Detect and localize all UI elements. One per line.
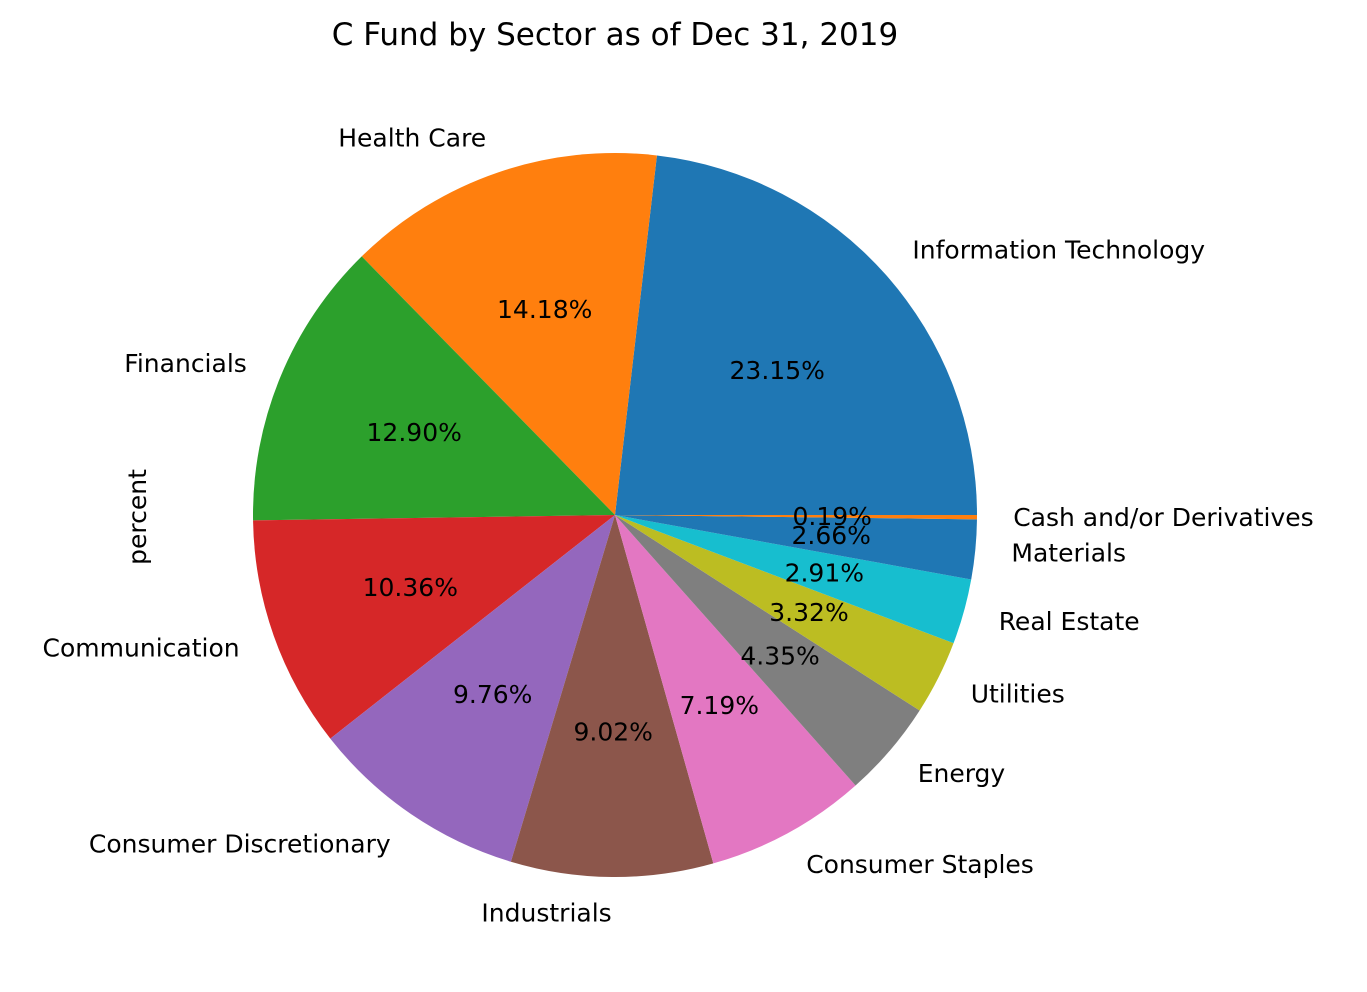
pie-slice-consumer-staples	[615, 515, 856, 864]
slice-value-industrials: 9.02%	[573, 718, 652, 747]
slice-value-information-technology: 23.15%	[730, 356, 825, 385]
slice-value-consumer-staples: 7.19%	[680, 691, 759, 720]
pie-slice-information-technology	[615, 155, 977, 515]
slice-label-cash-and-or-derivatives: Cash and/or Derivatives	[1013, 503, 1313, 532]
pie-slice-health-care	[361, 153, 657, 516]
pie-labels: Information Technology 23.15% Health Care 1…	[43, 124, 1314, 928]
pie-slices	[253, 153, 977, 878]
slice-label-communication: Communication	[43, 633, 240, 662]
slice-value-consumer-discretionary: 9.76%	[453, 680, 532, 709]
slice-label-health-care: Health Care	[338, 124, 486, 153]
slice-value-utilities: 3.32%	[769, 598, 848, 627]
y-axis-label: percent	[123, 469, 152, 565]
pie-slice-cash-and-or-derivatives	[615, 515, 977, 520]
slice-label-consumer-discretionary: Consumer Discretionary	[89, 830, 391, 859]
slice-value-financials: 12.90%	[367, 418, 462, 447]
slice-value-health-care: 14.18%	[497, 295, 592, 324]
pie-slice-materials	[615, 515, 977, 580]
slice-label-utilities: Utilities	[971, 680, 1065, 709]
slice-value-communication: 10.36%	[363, 573, 458, 602]
pie-slice-utilities	[615, 515, 954, 711]
pie-slice-financials	[253, 256, 615, 521]
slice-label-information-technology: Information Technology	[912, 236, 1205, 265]
slice-label-materials: Materials	[1011, 539, 1126, 568]
pie-slice-communication	[253, 515, 616, 739]
pie-slice-industrials	[510, 515, 714, 878]
pie-slice-energy	[615, 515, 920, 786]
slice-value-cash-and-or-derivatives: 0.19%	[792, 502, 871, 531]
slice-label-real-estate: Real Estate	[999, 607, 1140, 636]
slice-label-industrials: Industrials	[481, 899, 611, 928]
pie-slice-real-estate	[615, 515, 972, 644]
slice-value-energy: 4.35%	[740, 642, 819, 671]
slice-value-real-estate: 2.91%	[785, 559, 864, 588]
slice-label-energy: Energy	[918, 759, 1006, 788]
slice-label-financials: Financials	[124, 349, 247, 378]
chart-title: C Fund by Sector as of Dec 31, 2019	[332, 17, 898, 53]
pie-slice-consumer-discretionary	[330, 515, 615, 862]
slice-value-materials: 2.66%	[791, 521, 870, 550]
slice-label-consumer-staples: Consumer Staples	[806, 850, 1034, 879]
